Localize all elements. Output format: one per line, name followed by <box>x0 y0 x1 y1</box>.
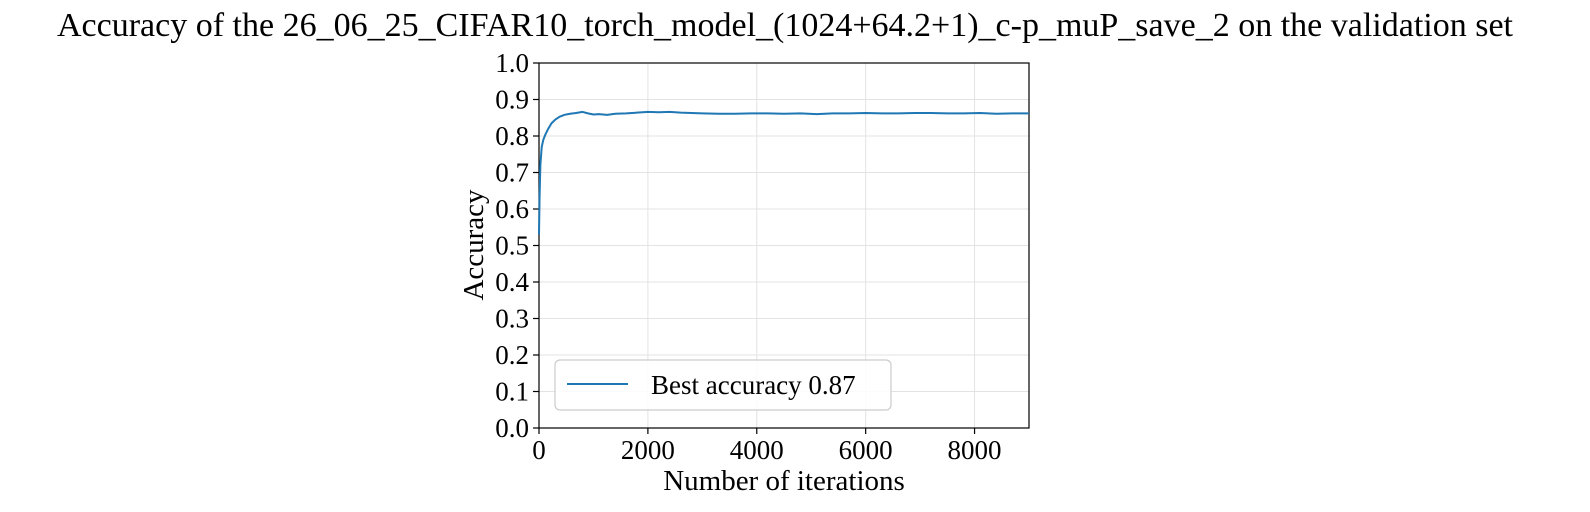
y-tick-label: 0.7 <box>495 158 529 188</box>
y-tick-label: 0.5 <box>495 231 529 261</box>
x-tick-label: 2000 <box>621 435 675 465</box>
y-axis: 0.0 0.1 0.2 0.3 0.4 0.5 0.6 0.7 0.8 0.9 1.0 <box>495 48 539 443</box>
y-tick-label: 1.0 <box>495 48 529 78</box>
y-tick-label: 0.6 <box>495 194 529 224</box>
series-line <box>538 110 1029 235</box>
y-axis-label: Accuracy <box>458 189 490 301</box>
y-tick-label: 0.4 <box>495 267 529 297</box>
y-tick-label: 0.9 <box>495 85 529 115</box>
legend: Best accuracy 0.87 <box>554 359 892 411</box>
series-layer <box>538 110 1029 235</box>
x-axis: 0 2000 4000 6000 8000 <box>532 428 1002 465</box>
x-tick-label: 4000 <box>730 435 784 465</box>
x-tick-label: 0 <box>532 435 546 465</box>
y-tick-label: 0.2 <box>495 340 529 370</box>
y-tick-label: 0.8 <box>495 121 529 151</box>
y-tick-label: 0.1 <box>495 377 529 407</box>
legend-box <box>554 359 892 411</box>
x-tick-label: 8000 <box>948 435 1002 465</box>
x-axis-label: Number of iterations <box>663 465 905 497</box>
y-tick-label: 0.0 <box>495 413 529 443</box>
chart-title: Accuracy of the 26_06_25_CIFAR10_torch_m… <box>57 7 1514 44</box>
y-tick-label: 0.3 <box>495 304 529 334</box>
x-tick-label: 6000 <box>839 435 893 465</box>
legend-label: Best accuracy 0.87 <box>651 370 856 400</box>
